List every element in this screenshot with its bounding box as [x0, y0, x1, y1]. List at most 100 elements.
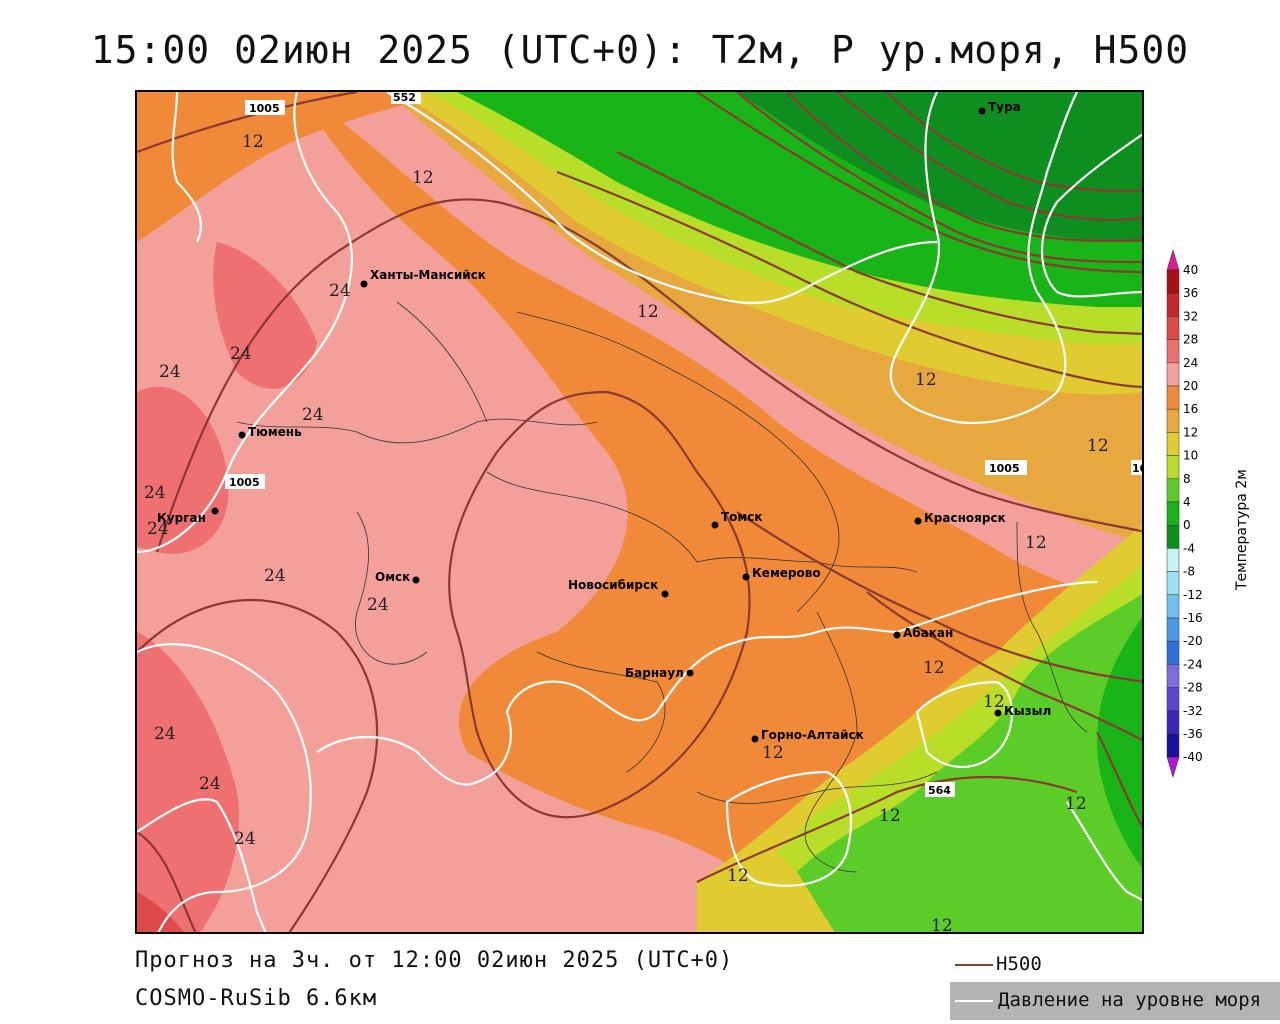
- city-tomsk: Томск: [711, 510, 763, 529]
- colorbar-segment: [1166, 733, 1180, 758]
- colorbar-segment: [1166, 548, 1180, 572]
- temp-label: 12: [879, 806, 901, 826]
- city-tura: Тура: [978, 100, 1021, 115]
- svg-text:Барнаул: Барнаул: [625, 666, 684, 680]
- colorbar-tick-label: -32: [1183, 704, 1203, 718]
- colorbar-tick-label: 12: [1183, 425, 1198, 439]
- slp-legend-box: [950, 982, 1280, 1020]
- h500-label: 552: [393, 92, 416, 104]
- weather-map: 12 12 12 12 12 12 12 12 12 12 12 12 12 1…: [135, 90, 1144, 934]
- city-krasnoyarsk: Красноярск: [914, 511, 1006, 525]
- city-tyumen: Тюмень: [238, 425, 302, 439]
- colorbar-tick-label: -28: [1183, 681, 1203, 695]
- colorbar-tick-label: -16: [1183, 611, 1203, 625]
- colorbar-segment: [1166, 594, 1180, 619]
- colorbar-tick-label: -24: [1183, 657, 1203, 671]
- svg-text:Томск: Томск: [721, 510, 763, 524]
- colorbar-tick-label: -12: [1183, 588, 1203, 602]
- city-barnaul: Барнаул: [625, 666, 694, 680]
- temp-label: 24: [154, 724, 176, 744]
- temp-label: 12: [1087, 436, 1109, 456]
- temp-label: 24: [230, 344, 252, 364]
- city-abakan: Абакан: [893, 626, 953, 640]
- colorbar-segment: [1166, 571, 1180, 596]
- temp-label: 12: [412, 168, 434, 188]
- h500-label: 564: [928, 784, 951, 797]
- svg-text:Омск: Омск: [375, 570, 410, 584]
- city-kemerovo: Кемерово: [742, 566, 821, 581]
- colorbar-tick-label: 32: [1183, 309, 1198, 323]
- temp-label: 12: [727, 866, 749, 886]
- colorbar-tick-label: 28: [1183, 333, 1198, 347]
- colorbar-tick-label: 16: [1183, 402, 1198, 416]
- colorbar-tick-label: 10: [1183, 449, 1198, 463]
- slp-isobars: [137, 92, 1142, 932]
- svg-text:Курган: Курган: [157, 511, 206, 525]
- temp-label: 24: [234, 829, 256, 849]
- temp-label: 24: [367, 595, 389, 615]
- temp-label: 24: [147, 519, 169, 539]
- model-info: COSMO-RuSib 6.6км: [135, 986, 378, 1011]
- temp-label: 12: [762, 743, 784, 763]
- colorbar-segment: [1166, 710, 1180, 735]
- temp-label: 12: [931, 916, 953, 934]
- colorbar-segment: [1166, 524, 1180, 549]
- colorbar-bottom-arrow: [1166, 756, 1180, 779]
- colorbar-tick-label: -20: [1183, 634, 1203, 648]
- colorbar-segment: [1166, 501, 1180, 526]
- map-canvas: 12 12 12 12 12 12 12 12 12 12 12 12 12 1…: [137, 92, 1144, 934]
- colorbar-tick-label: -36: [1183, 727, 1203, 741]
- pressure-label: 1005: [229, 476, 260, 489]
- colorbar-segment: [1166, 640, 1180, 665]
- colorbar-segment: [1166, 362, 1180, 387]
- h500-contours: [137, 92, 1142, 932]
- colorbar-segment: [1166, 339, 1180, 364]
- temp-label: 24: [302, 405, 324, 425]
- colorbar-segment: [1166, 664, 1180, 688]
- svg-text:Ханты-Мансийск: Ханты-Мансийск: [370, 268, 486, 282]
- colorbar-segment: [1166, 687, 1180, 712]
- svg-text:Красноярск: Красноярск: [924, 511, 1006, 525]
- colorbar-segment: [1166, 316, 1180, 340]
- temp-label: 12: [923, 658, 945, 678]
- city-kurgan: Курган: [157, 507, 219, 525]
- pressure-label: 10: [1132, 462, 1144, 475]
- h500-legend-line: [955, 964, 993, 966]
- colorbar-top-arrow: [1166, 249, 1180, 271]
- city-gorno-altaysk: Горно-Алтайск: [751, 728, 864, 743]
- colorbar-segment: [1166, 432, 1180, 456]
- colorbar-segment: [1166, 292, 1180, 317]
- colorbar-segment: [1166, 385, 1180, 410]
- temp-label: 12: [915, 370, 937, 390]
- svg-text:Тура: Тура: [988, 100, 1021, 114]
- city-novosibirsk: Новосибирск: [568, 578, 669, 598]
- colorbar-title: Температура 2м: [1234, 469, 1250, 590]
- svg-text:Тюмень: Тюмень: [248, 425, 302, 439]
- svg-text:Горно-Алтайск: Горно-Алтайск: [761, 728, 864, 742]
- svg-text:Новосибирск: Новосибирск: [568, 578, 658, 592]
- temperature-colorbar: 40 36 32 28 24 20 16 12 10 8 4 0 -4 -8 -12 -16 -20 -24 -28…: [1165, 248, 1205, 779]
- colorbar-tick-label: 0: [1183, 518, 1191, 532]
- colorbar-svg: 403632282420161210840-4-8-12-16-20-24-28…: [1166, 249, 1203, 779]
- colorbar-segment: [1166, 269, 1180, 294]
- forecast-info: Прогноз на 3ч. от 12:00 02июн 2025 (UTC+…: [135, 948, 734, 973]
- colorbar-segment: [1166, 455, 1180, 480]
- colorbar-tick-label: 40: [1183, 263, 1198, 277]
- colorbar-tick-label: 20: [1183, 379, 1198, 393]
- colorbar-tick-label: 24: [1183, 356, 1198, 370]
- temp-label: 24: [144, 483, 166, 503]
- colorbar-tick-label: 4: [1183, 495, 1191, 509]
- pressure-label: 1005: [249, 102, 280, 115]
- slp-legend-label: Давление на уровне моря: [998, 989, 1262, 1011]
- temp-label: 24: [199, 774, 221, 794]
- temp-label: 12: [637, 302, 659, 322]
- svg-text:Абакан: Абакан: [903, 626, 953, 640]
- pressure-label: 1005: [989, 462, 1020, 475]
- temp-label: 12: [1025, 533, 1047, 553]
- svg-text:Кемерово: Кемерово: [752, 566, 821, 580]
- colorbar-tick-label: -40: [1183, 750, 1203, 764]
- svg-text:Кызыл: Кызыл: [1004, 704, 1051, 718]
- slp-legend-line: [955, 1000, 993, 1002]
- city-khanty-mansiysk: Ханты-Мансийск: [360, 268, 486, 288]
- colorbar-tick-label: -4: [1183, 541, 1195, 555]
